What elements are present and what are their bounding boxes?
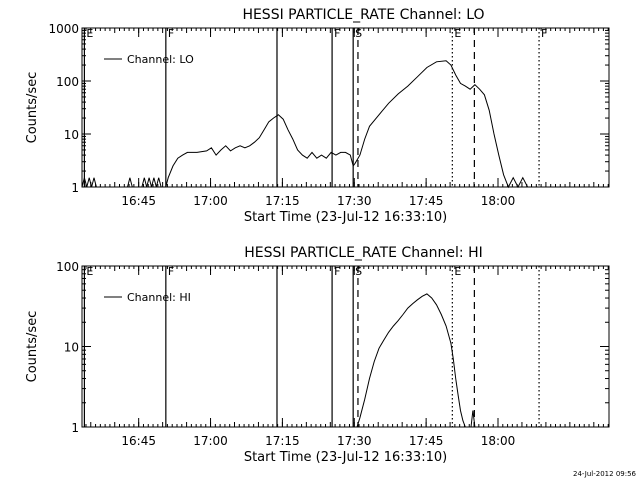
lo-x-tick-label: 17:45 <box>409 194 444 208</box>
lo-x-axis-title: Start Time (23-Jul-12 16:33:10) <box>244 210 447 225</box>
lo-y-tick-label: 1000 <box>48 22 79 36</box>
hi-x-tick-label: 17:45 <box>409 434 444 448</box>
hi-panel: HESSI PARTICLE_RATE Channel: HI E F F S E 16:4… <box>25 245 610 465</box>
hi-legend-label: Channel: HI <box>127 291 191 304</box>
lo-y-axis-title: Counts/sec <box>25 72 40 144</box>
hi-x-axis-title: Start Time (23-Jul-12 16:33:10) <box>244 450 447 465</box>
hi-event-marker-label: E <box>86 265 93 278</box>
lo-event-marker-label: E <box>454 27 461 40</box>
hi-event-marker-label: E <box>454 265 461 278</box>
hi-y-tick-label: 10 <box>64 341 79 355</box>
lo-event-marker-label: E <box>86 27 93 40</box>
hi-chart-title: HESSI PARTICLE_RATE Channel: HI <box>244 245 482 261</box>
lo-plot-frame <box>81 27 610 188</box>
hi-x-tick-label: 17:00 <box>193 434 228 448</box>
hi-event-marker-label: F <box>168 265 174 278</box>
lo-x-tick-label: 18:00 <box>481 194 516 208</box>
hi-y-tick-label: 1 <box>71 421 79 435</box>
hi-series-line <box>356 293 476 428</box>
hi-y-tick-label: 100 <box>56 260 79 274</box>
lo-y-tick-label: 100 <box>56 75 79 89</box>
lo-legend-label: Channel: LO <box>127 53 194 66</box>
lo-x-tick-label: 17:30 <box>337 194 372 208</box>
hi-event-marker-label: F <box>334 265 340 278</box>
lo-x-tick-label: 17:15 <box>265 194 300 208</box>
lo-y-tick-label: 10 <box>64 128 79 142</box>
lo-event-marker-label: S <box>355 27 362 40</box>
hi-y-axis-title: Counts/sec <box>25 311 40 383</box>
lo-event-marker-label: F <box>334 27 340 40</box>
hi-x-tick-label: 17:15 <box>265 434 300 448</box>
hi-event-marker-label: S <box>355 265 362 278</box>
lo-chart-title: HESSI PARTICLE_RATE Channel: LO <box>242 7 484 23</box>
footer-timestamp: 24-Jul-2012 09:56 <box>573 470 637 478</box>
lo-event-marker-label: F <box>168 27 174 40</box>
hi-x-tick-label: 16:45 <box>121 434 156 448</box>
lo-y-tick-label: 1 <box>71 181 79 195</box>
lo-x-tick-label: 17:00 <box>193 194 228 208</box>
hi-x-tick-label: 18:00 <box>481 434 516 448</box>
lo-panel: HESSI PARTICLE_RATE Channel: LO E F F S E F 16:… <box>25 7 610 225</box>
lo-event-marker-label: F <box>541 27 547 40</box>
lo-x-tick-label: 16:45 <box>121 194 156 208</box>
lo-series-line <box>81 60 529 189</box>
hi-x-tick-label: 17:30 <box>337 434 372 448</box>
